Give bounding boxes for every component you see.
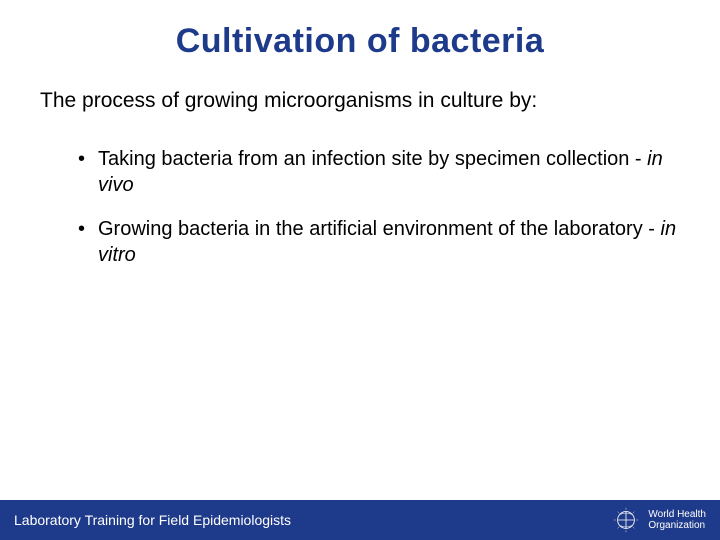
slide: Cultivation of bacteria The process of g… bbox=[0, 0, 720, 540]
bullet-text-pre: Taking bacteria from an infection site b… bbox=[98, 148, 647, 170]
who-text-line2: Organization bbox=[648, 521, 706, 531]
who-logo-text: World Health Organization bbox=[648, 510, 706, 531]
who-text-line1: World Health bbox=[648, 510, 706, 520]
list-item: Taking bacteria from an infection site b… bbox=[78, 146, 680, 198]
list-item: Growing bacteria in the artificial envir… bbox=[78, 216, 680, 268]
slide-title: Cultivation of bacteria bbox=[0, 0, 720, 69]
footer-text: Laboratory Training for Field Epidemiolo… bbox=[14, 512, 291, 528]
bullet-list: Taking bacteria from an infection site b… bbox=[0, 114, 720, 268]
who-logo: World Health Organization bbox=[612, 506, 706, 534]
bullet-text-pre: Growing bacteria in the artificial envir… bbox=[98, 218, 661, 240]
lead-text: The process of growing microorganisms in… bbox=[0, 69, 720, 114]
who-emblem-icon bbox=[612, 506, 640, 534]
footer-bar: Laboratory Training for Field Epidemiolo… bbox=[0, 500, 720, 540]
